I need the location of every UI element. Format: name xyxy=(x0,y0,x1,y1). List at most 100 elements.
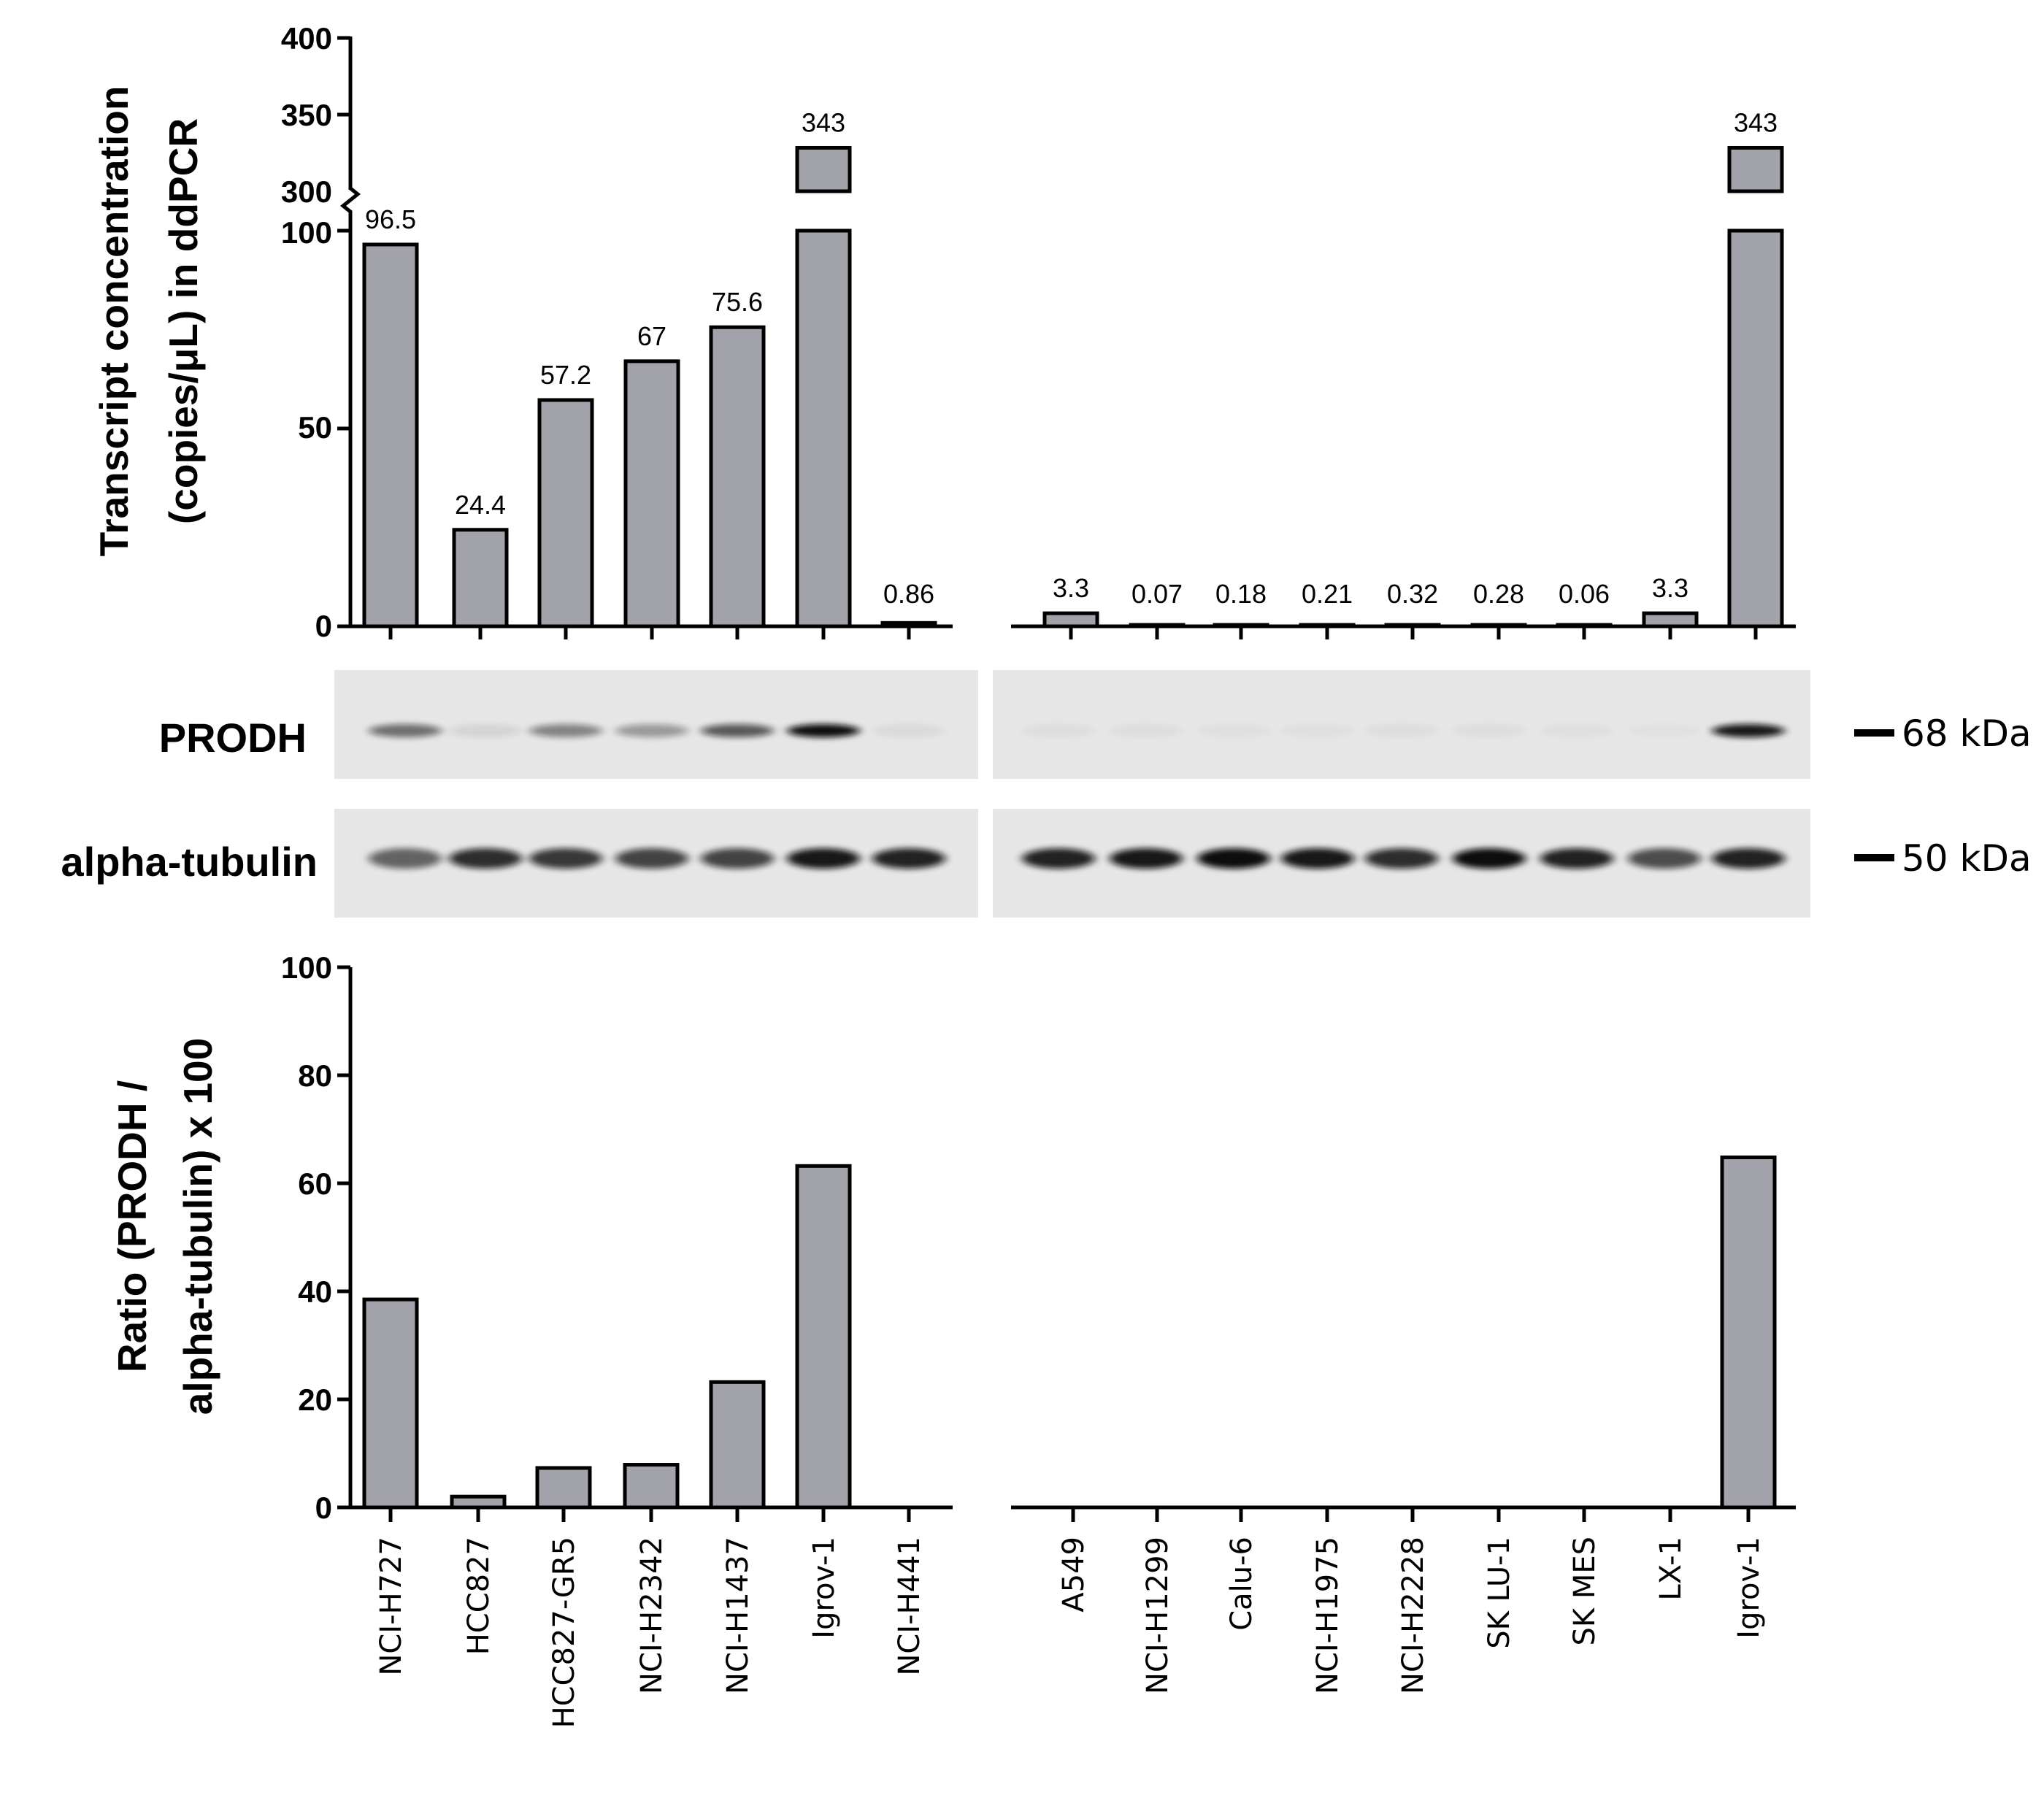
blot-band-prodh-left xyxy=(787,724,860,737)
x-category-label: NCI-H1299 xyxy=(1141,1537,1175,1694)
bottom-bar-nci-h727-l xyxy=(362,1297,419,1510)
top-bar-a549-r xyxy=(1042,611,1099,629)
top-bar-igrov-1-l xyxy=(795,228,852,629)
top-bar-lx-1-r xyxy=(1642,611,1699,629)
blot-band-prodh-right xyxy=(1712,724,1785,737)
x-category-label: HCC827 xyxy=(462,1537,496,1655)
top-data-label: 0.06 xyxy=(1559,579,1610,609)
top-data-label: 0.21 xyxy=(1302,579,1353,609)
x-category-label: HCC827-GR5 xyxy=(548,1537,581,1728)
top-data-label: 0.28 xyxy=(1473,579,1524,609)
x-category-label: SK LU-1 xyxy=(1483,1537,1516,1649)
blot-band-prodh-right xyxy=(1197,724,1270,737)
blot-band-prodh-left xyxy=(872,724,945,737)
top-y-label-line1: Transcript concentration xyxy=(91,86,137,557)
x-category-label: A549 xyxy=(1057,1537,1091,1613)
bottom-bar-nci-h1437-l xyxy=(709,1380,766,1510)
blot-band-alpha-tubulin-right xyxy=(1453,848,1526,869)
blot-band-prodh-right xyxy=(1628,724,1701,737)
top-y-tick-400: 400 xyxy=(281,21,332,55)
top-bar-nci-h2342-l xyxy=(623,359,680,629)
top-data-label: 3.3 xyxy=(1652,573,1688,603)
marker-50kda: 50 kDa xyxy=(1902,837,2032,880)
top-bar-igrov-1-r xyxy=(1727,228,1784,629)
top-bar-nci-h441-l xyxy=(880,620,937,629)
top-bar-nci-h727-l xyxy=(362,242,419,629)
bottom-y-tick-80: 80 xyxy=(298,1058,332,1093)
blot-band-alpha-tubulin-left xyxy=(701,848,774,869)
x-category-label: NCI-H2228 xyxy=(1396,1537,1430,1694)
blot-band-alpha-tubulin-right xyxy=(1712,848,1785,869)
x-category-label: Igrov-1 xyxy=(807,1537,841,1639)
top-y-tick-100: 100 xyxy=(281,215,332,250)
top-data-label: 3.3 xyxy=(1053,573,1089,603)
top-bar-igrov-1-l-break xyxy=(793,193,854,228)
bottom-bar-hcc827-l xyxy=(450,1494,507,1510)
top-data-label: 0.86 xyxy=(883,579,934,609)
bottom-y-axis: 100 80 60 40 20 0 xyxy=(281,950,353,1525)
top-bar-nci-h1299-r xyxy=(1129,623,1186,629)
top-data-label: 57.2 xyxy=(540,360,591,390)
blot-band-alpha-tubulin-right xyxy=(1281,848,1354,869)
bottom-y-tick-100: 100 xyxy=(281,950,332,985)
x-category-label: NCI-H727 xyxy=(374,1537,408,1676)
top-bar-hcc827-gr5-l xyxy=(537,398,594,629)
blot-band-prodh-left xyxy=(529,724,602,737)
blot-band-prodh-right xyxy=(1022,724,1095,737)
top-y-label-line2: (copies/μL) in ddPCR xyxy=(161,118,206,524)
top-bar-igrov-1-l-upper xyxy=(795,145,852,193)
bottom-bar-igrov-1-r xyxy=(1720,1155,1777,1510)
top-y-tick-50: 50 xyxy=(298,410,332,445)
bottom-y-tick-20: 20 xyxy=(298,1383,332,1417)
top-bar-nci-h1975-r xyxy=(1299,623,1356,629)
blot-band-alpha-tubulin-right xyxy=(1022,848,1095,869)
top-bar-sk-lu-1-r xyxy=(1470,623,1527,629)
top-bar-hcc827-l xyxy=(452,528,509,629)
bottom-bar-nci-h2342-l xyxy=(623,1463,680,1510)
top-bar-igrov-1-r-break xyxy=(1725,193,1786,228)
blot-band-prodh-left xyxy=(449,724,522,737)
bottom-y-label-line1: Ratio (PRODH / xyxy=(110,1080,155,1372)
bottom-y-tick-0: 0 xyxy=(315,1491,332,1525)
top-data-label: 0.18 xyxy=(1215,579,1267,609)
western-blots: PRODH alpha-tubulin 68 kDa 50 kDa xyxy=(61,670,2032,918)
top-bar-calu-6-r xyxy=(1213,623,1269,629)
blot-band-alpha-tubulin-left xyxy=(615,848,688,869)
bottom-bar-hcc827-gr5-l xyxy=(535,1466,592,1510)
top-chart: 96.5 24.4 57.2 67 75.6 343 0.86 3.3 0.07 0.18 0.21… xyxy=(350,107,1796,639)
x-category-label: NCI-H1437 xyxy=(721,1537,755,1694)
top-data-label: 24.4 xyxy=(455,490,506,520)
bottom-y-tick-40: 40 xyxy=(298,1275,332,1309)
x-category-label: LX-1 xyxy=(1654,1537,1688,1601)
blot-band-alpha-tubulin-right xyxy=(1197,848,1270,869)
top-data-label: 96.5 xyxy=(365,204,416,234)
blot-band-alpha-tubulin-right xyxy=(1540,848,1613,869)
top-bar-sk-mes-r xyxy=(1556,623,1613,629)
bottom-bar-igrov-1-l xyxy=(795,1164,852,1510)
top-data-label: 343 xyxy=(1734,107,1778,137)
top-data-label: 343 xyxy=(802,107,845,137)
blot-band-prodh-left xyxy=(369,724,442,737)
blot-band-prodh-right xyxy=(1453,724,1526,737)
blot-band-alpha-tubulin-left xyxy=(787,848,860,869)
blot-band-prodh-right xyxy=(1365,724,1438,737)
top-data-label: 0.32 xyxy=(1387,579,1438,609)
top-y-tick-350: 350 xyxy=(281,98,332,132)
blot-band-prodh-right xyxy=(1110,724,1183,737)
top-data-label: 75.6 xyxy=(712,287,763,317)
x-category-label: Calu-6 xyxy=(1225,1537,1259,1631)
bottom-y-label-line2: alpha-tubulin) x 100 xyxy=(175,1038,220,1415)
blot-band-alpha-tubulin-right xyxy=(1110,848,1183,869)
top-bar-igrov-1-r-upper xyxy=(1727,145,1784,193)
marker-68kda: 68 kDa xyxy=(1902,712,2032,755)
blot-band-alpha-tubulin-left xyxy=(872,848,945,869)
blot-label-alpha-tubulin: alpha-tubulin xyxy=(61,839,318,885)
blot-band-alpha-tubulin-left xyxy=(529,848,602,869)
x-category-label: NCI-H2342 xyxy=(635,1537,669,1694)
bottom-chart: NCI-H727 HCC827 HCC827-GR5 NCI-H2342 NCI-H14… xyxy=(350,1155,1796,1728)
blot-band-alpha-tubulin-left xyxy=(369,848,442,869)
x-category-label: NCI-H441 xyxy=(893,1537,926,1676)
blot-band-prodh-right xyxy=(1540,724,1613,737)
top-bar-nci-h2228-r xyxy=(1384,623,1441,629)
